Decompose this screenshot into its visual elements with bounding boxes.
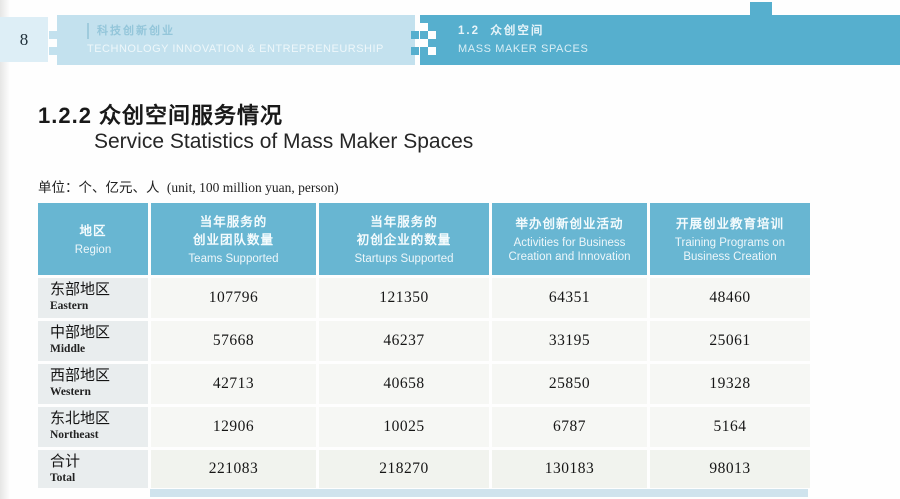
column-header-teams-supported: 当年服务的 创业团队数量 Teams Supported: [151, 203, 316, 275]
value-cell: 19328: [650, 364, 810, 404]
puzzle-decoration: [411, 31, 419, 39]
header-left-en: TECHNOLOGY INNOVATION & ENTREPRENEURSHIP: [87, 43, 384, 55]
table-row-total: 合计 Total 221083 218270 130183 98013: [38, 450, 810, 488]
puzzle-decoration: [49, 47, 57, 55]
region-cell: 中部地区 Middle: [38, 321, 148, 361]
column-header-training: 开展创业教育培训 Training Programs on Business Cr…: [650, 203, 810, 275]
value-cell: 40658: [319, 364, 489, 404]
header-band-right: 1.2 众创空间 MASS MAKER SPACES: [420, 15, 900, 65]
value-cell: 130183: [492, 450, 647, 488]
table-header-row: 地区 Region 当年服务的 创业团队数量 Teams Supported 当年…: [38, 203, 810, 275]
value-cell: 33195: [492, 321, 647, 361]
value-cell: 10025: [319, 407, 489, 447]
section-title-zh: 1.2.2 众创空间服务情况: [38, 103, 284, 128]
table-row-middle: 中部地区 Middle 57668 46237 33195 25061: [38, 321, 810, 361]
column-header-startups-supported: 当年服务的 初创企业的数量 Startups Supported: [319, 203, 489, 275]
puzzle-decoration: [420, 23, 428, 31]
puzzle-decoration: [411, 47, 419, 55]
puzzle-decoration: [428, 47, 436, 55]
table-row-eastern: 东部地区 Eastern 107796 121350 64351 48460: [38, 278, 810, 318]
header-right-zh: 1.2 众创空间: [458, 25, 545, 37]
header-left-zh: 科技创新创业: [87, 23, 384, 39]
value-cell: 6787: [492, 407, 647, 447]
value-cell: 48460: [650, 278, 810, 318]
value-cell: 121350: [319, 278, 489, 318]
value-cell: 12906: [151, 407, 316, 447]
section-title-en: Service Statistics of Mass Maker Spaces: [94, 130, 474, 153]
value-cell: 107796: [151, 278, 316, 318]
value-cell: 25061: [650, 321, 810, 361]
region-cell: 西部地区 Western: [38, 364, 148, 404]
value-cell: 57668: [151, 321, 316, 361]
region-cell: 合计 Total: [38, 450, 148, 488]
value-cell: 218270: [319, 450, 489, 488]
region-cell: 东北地区 Northeast: [38, 407, 148, 447]
puzzle-decoration: [49, 31, 57, 39]
unit-note: 单位：个、亿元、人 (unit, 100 million yuan, perso…: [38, 176, 339, 196]
unit-note-zh: 单位：个、亿元、人: [38, 180, 160, 195]
table-row-northeast: 东北地区 Northeast 12906 10025 6787 5164: [38, 407, 810, 447]
puzzle-decoration: [428, 31, 436, 39]
column-header-activities: 举办创新创业活动 Activities for Business Creation…: [492, 203, 647, 275]
statistics-table: 地区 Region 当年服务的 创业团队数量 Teams Supported 当年…: [38, 203, 810, 491]
table-row-western: 西部地区 Western 42713 40658 25850 19328: [38, 364, 810, 404]
scan-edge-shadow: [0, 0, 10, 499]
value-cell: 25850: [492, 364, 647, 404]
value-cell: 5164: [650, 407, 810, 447]
header-band-left: 科技创新创业 TECHNOLOGY INNOVATION & ENTREPREN…: [57, 15, 415, 65]
page-number: 8: [0, 17, 48, 62]
puzzle-decoration: [750, 2, 772, 15]
value-cell: 46237: [319, 321, 489, 361]
value-cell: 221083: [151, 450, 316, 488]
region-cell: 东部地区 Eastern: [38, 278, 148, 318]
value-cell: 98013: [650, 450, 810, 488]
table-bottom-edge: [150, 489, 808, 497]
value-cell: 42713: [151, 364, 316, 404]
unit-note-en: (unit, 100 million yuan, person): [166, 180, 339, 195]
column-header-region: 地区 Region: [38, 203, 148, 275]
header-right-en: MASS MAKER SPACES: [458, 43, 589, 55]
puzzle-decoration: [420, 39, 428, 47]
value-cell: 64351: [492, 278, 647, 318]
